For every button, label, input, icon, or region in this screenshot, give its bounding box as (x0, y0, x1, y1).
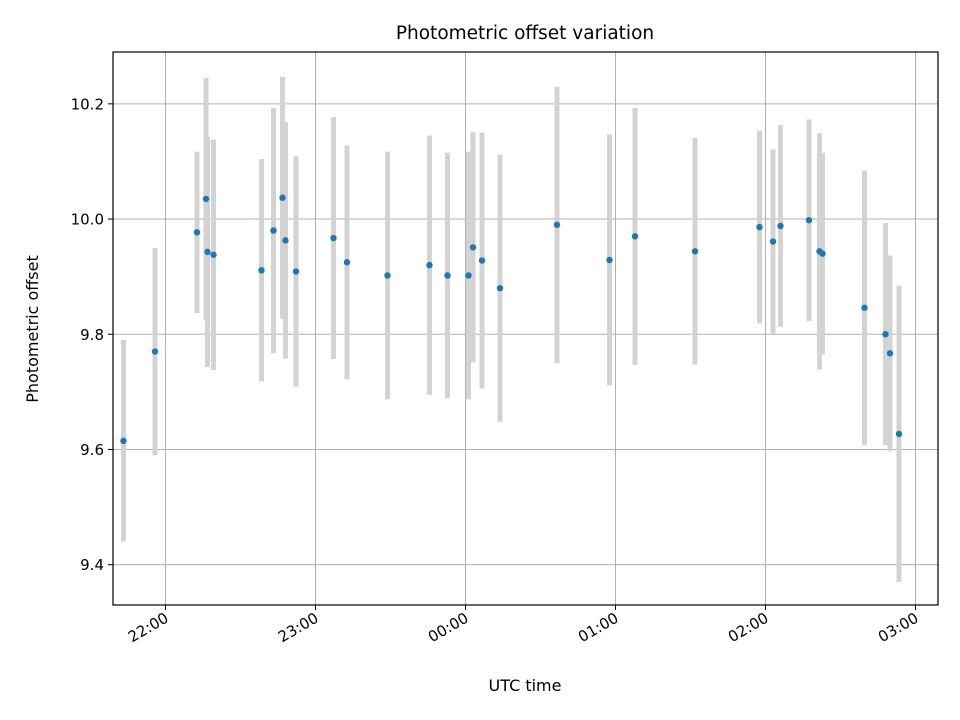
data-point (478, 257, 486, 264)
data-point (465, 272, 472, 279)
data-point (777, 222, 784, 230)
plot-area-frame (112, 51, 939, 606)
data-point (282, 237, 289, 244)
x-axis-ticks: 22:00 23:00 00:00 01:00 02:00 03:00 (125, 605, 922, 646)
y-tick-label: 9.6 (80, 441, 104, 459)
y-tick-label: 10.2 (71, 95, 104, 113)
chart-title: Photometric offset variation (396, 23, 654, 44)
data-point (120, 437, 127, 445)
data-point (151, 348, 159, 355)
error-bars (121, 76, 902, 582)
data-point (861, 304, 868, 311)
x-tick-label: 00:00 (425, 609, 471, 646)
data-point (343, 259, 351, 266)
data-point (805, 217, 813, 224)
data-point (895, 430, 903, 438)
x-tick-label: 22:00 (125, 609, 171, 646)
data-point (330, 234, 337, 242)
data-points (120, 194, 903, 445)
data-point (426, 261, 433, 269)
data-point (444, 272, 451, 279)
grid (113, 52, 938, 605)
y-tick-label: 9.4 (80, 556, 104, 574)
data-point (193, 229, 201, 236)
data-point (384, 272, 391, 279)
data-point (886, 350, 894, 357)
data-point (769, 238, 777, 245)
x-tick-label: 03:00 (875, 609, 921, 646)
y-axis-ticks: 9.4 9.6 9.8 10.0 10.2 (71, 95, 113, 574)
data-point (204, 248, 211, 256)
data-point (270, 227, 277, 234)
data-point (819, 250, 826, 257)
data-point (882, 331, 889, 338)
x-tick-label: 23:00 (275, 609, 321, 646)
y-tick-label: 9.8 (80, 326, 104, 344)
x-axis-label: UTC time (489, 676, 562, 695)
data-point (756, 223, 763, 231)
data-point (631, 233, 639, 240)
y-axis-label: Photometric offset (23, 255, 42, 403)
data-point (210, 251, 217, 258)
data-point (279, 194, 286, 201)
data-point (292, 268, 300, 275)
data-point (606, 256, 613, 264)
data-point (202, 195, 210, 203)
data-point (691, 248, 699, 255)
x-tick-label: 01:00 (575, 609, 621, 646)
data-point (258, 267, 265, 274)
x-tick-label: 02:00 (725, 609, 771, 646)
y-tick-label: 10.0 (71, 211, 104, 229)
data-point (553, 221, 561, 229)
data-point (469, 244, 477, 251)
data-point (496, 284, 504, 292)
